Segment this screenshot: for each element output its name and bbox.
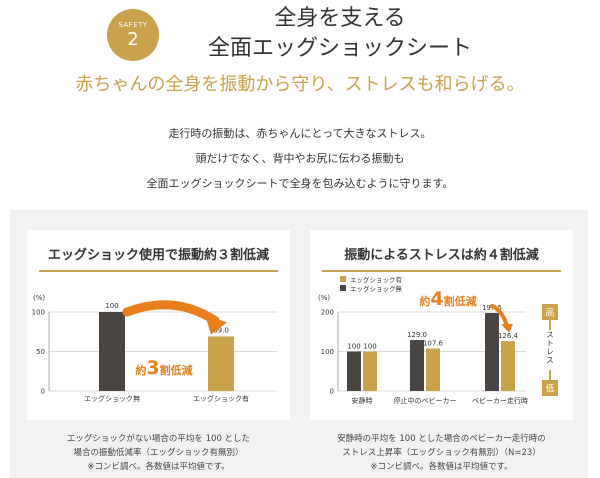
- bar: [347, 351, 361, 391]
- note-line: ※コンビ調べ。各数値は平均値です。: [87, 462, 230, 472]
- reduction-arrow: [122, 300, 220, 325]
- tick-label: 200: [321, 309, 334, 317]
- legend-label: エッグショック無: [350, 284, 403, 293]
- scale-low-label: 低: [545, 383, 554, 395]
- data-label: 100: [105, 302, 118, 310]
- data-label: 129.0: [407, 331, 427, 339]
- bar: [363, 351, 377, 391]
- legend-swatch: [340, 285, 346, 291]
- intro-line: 全面エッグショックシートで全身を包み込むように守ります。: [146, 177, 454, 190]
- title-line-2: 全面エッグショックシート: [207, 36, 472, 61]
- category-label: エッグショック無: [84, 394, 140, 403]
- scale-mid-backing: [543, 330, 557, 370]
- tick-label: 50: [36, 348, 45, 356]
- bar: [501, 341, 515, 391]
- annotation-part: 割低減: [444, 294, 477, 308]
- note-line: 場合の振動低減率（エッグショック有無別）: [73, 448, 244, 458]
- subtitle: 赤ちゃんの全身を振動から守り、ストレスも和らげる。: [75, 74, 525, 95]
- badge-label: SAFETY: [118, 21, 148, 29]
- title-line-1: 全身を支える: [274, 6, 406, 31]
- category-label: 停止中のベビーカー: [394, 396, 457, 405]
- title-underline: [322, 270, 561, 272]
- chart-panel-vibration: エッグショック使用で振動約３割低減 (%) 0 50 100 100 エッグショック無 69…: [27, 230, 290, 420]
- legend-label: エッグショック有: [350, 275, 403, 284]
- chart-note: 安静時の平均を 100 とした場合のベビーカー走行時の ストレス上昇率（エッグシ…: [310, 432, 573, 474]
- scale-high-box: [542, 304, 558, 320]
- tick-label: 100: [32, 309, 45, 317]
- annotation: 約4割低減: [419, 288, 476, 310]
- legend-swatch: [340, 276, 346, 282]
- safety-badge: SAFETY 2: [107, 9, 159, 61]
- title-underline: [39, 270, 278, 272]
- data-label: 126.4: [498, 332, 519, 340]
- bar: [426, 348, 440, 391]
- chart-title: 振動によるストレスは約４割低減: [344, 248, 539, 263]
- badge-number: 2: [127, 29, 139, 50]
- data-label: 100: [347, 343, 360, 351]
- data-label: 107.6: [423, 339, 444, 347]
- data-label: 100: [363, 343, 376, 351]
- scale-mid-char: ト: [546, 339, 554, 348]
- annotation-part: 割低減: [160, 363, 193, 377]
- scale-mid-char: レ: [546, 347, 554, 356]
- intro-line: 走行時の振動は、赤ちゃんにとって大きなストレス。: [168, 127, 432, 140]
- category-label: 安静時: [352, 396, 373, 405]
- intro-line: 頭だけでなく、背中やお尻に伝わる振動も: [195, 152, 405, 165]
- annotation-part: 約: [135, 363, 146, 377]
- chart-panel-stress: 振動によるストレスは約４割低減 エッグショック有 エッグショック無 (%) 0 100 2…: [310, 230, 573, 420]
- page-title: 全身を支える 全面エッグショックシート: [170, 4, 510, 64]
- arrow-head: [205, 314, 227, 335]
- bar: [99, 312, 125, 391]
- bar: [485, 312, 499, 391]
- reduction-arrow: [490, 304, 509, 328]
- scale-high-label: 高: [545, 307, 554, 319]
- data-label: 69.0: [213, 326, 229, 334]
- scale-mid-char: ス: [546, 330, 554, 339]
- note-line: ※コンビ調べ。各数値は平均値です。: [370, 462, 513, 472]
- annotation-part: 3: [146, 357, 159, 379]
- bar: [208, 336, 234, 391]
- tick-label: 100: [321, 348, 334, 356]
- annotation: 約3割低減: [135, 357, 192, 379]
- unit-label: (%): [318, 294, 330, 302]
- annotation-part: 約: [419, 294, 430, 308]
- arrow-head: [501, 324, 513, 333]
- bar: [410, 340, 424, 391]
- chart-note: エッグショックがない場合の平均を 100 とした 場合の振動低減率（エッグショッ…: [27, 432, 290, 474]
- unit-label: (%): [33, 294, 45, 302]
- note-line: エッグショックがない場合の平均を 100 とした: [66, 434, 251, 444]
- scale-mid-char: ス: [546, 356, 554, 365]
- category-label: ベビーカー走行時: [472, 396, 528, 405]
- tick-label: 0: [41, 388, 45, 396]
- chart-title: エッグショック使用で振動約３割低減: [47, 248, 269, 263]
- category-label: エッグショック有: [193, 394, 249, 403]
- vibration-chart: (%) 0 50 100 100 エッグショック無 69.0 エッグショック有 約3割低減: [32, 294, 277, 403]
- intro-text: 走行時の振動は、赤ちゃんにとって大きなストレス。 頭だけでなく、背中やお尻に伝わ…: [0, 121, 600, 196]
- note-line: 安静時の平均を 100 とした場合のベビーカー走行時の: [337, 434, 546, 444]
- note-line: ストレス上昇率（エッグショック有無別）（N=23）: [342, 448, 541, 458]
- scale-low-box: [542, 380, 558, 396]
- annotation-part: 4: [430, 288, 443, 310]
- tick-label: 0: [330, 388, 334, 396]
